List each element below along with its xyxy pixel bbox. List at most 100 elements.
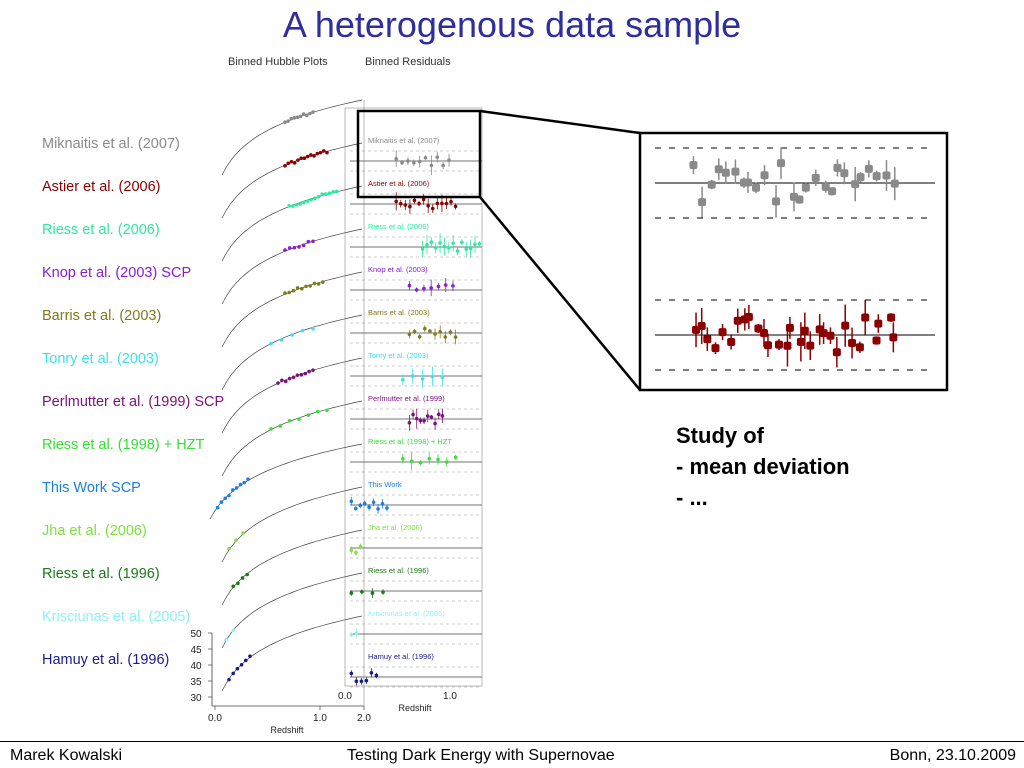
residual-data-point	[412, 160, 416, 165]
hubble-data-point	[292, 161, 297, 165]
zoom-data-point	[795, 195, 804, 204]
hubble-data-point	[283, 120, 287, 125]
hubble-data-point	[290, 333, 294, 337]
hubble-curve	[221, 572, 363, 649]
dataset-label: Tonry et al. (2003)	[42, 351, 159, 367]
residual-data-point	[430, 374, 435, 379]
residual-panel-label: Jha et al. (2006)	[368, 523, 423, 532]
residual-data-point	[420, 377, 425, 381]
residual-data-point	[394, 199, 399, 204]
hubble-y-tick-label: 35	[190, 677, 202, 688]
residual-data-point	[425, 242, 429, 247]
zoom-data-point	[707, 180, 716, 189]
footer-talk-title: Testing Dark Energy with Supernovae	[347, 747, 615, 764]
zoom-data-point	[826, 331, 835, 340]
hubble-data-point	[231, 488, 235, 492]
residual-data-point	[370, 591, 375, 595]
hubble-data-point	[302, 200, 306, 205]
residual-frame	[344, 107, 483, 687]
zoom-data-point	[889, 333, 898, 342]
zoom-connector-top	[479, 109, 641, 135]
dataset-label: Krisciunas et al. (2005)	[42, 609, 191, 625]
hubble-data-point	[269, 341, 273, 346]
footer-divider	[0, 741, 1024, 742]
hubble-data-point	[321, 149, 326, 153]
residual-data-point	[360, 590, 364, 594]
zoom-data-point	[841, 321, 850, 330]
hubble-data-point	[291, 288, 296, 293]
zoom-data-point	[848, 339, 857, 348]
hubble-curve	[221, 228, 363, 305]
zoom-data-point	[759, 328, 768, 337]
zoom-data-point	[698, 198, 707, 207]
hubble-data-point	[311, 239, 315, 244]
zoom-data-point	[872, 172, 881, 181]
hubble-data-point	[331, 190, 335, 194]
residual-data-point	[451, 284, 455, 288]
hubble-data-point	[278, 424, 283, 428]
residual-data-point	[426, 204, 430, 208]
hubble-data-point	[269, 427, 273, 431]
residual-panel-label: Riess et al. (1996)	[368, 566, 429, 575]
dataset-label: Miknaitis et al. (2007)	[42, 136, 180, 152]
residual-data-point	[362, 501, 367, 506]
hubble-data-point	[325, 408, 329, 413]
zoom-data-point	[856, 173, 865, 182]
residual-data-point	[358, 544, 363, 549]
dataset-label: Barris et al. (2003)	[42, 308, 162, 324]
zoom-data-point	[861, 313, 870, 322]
hubble-curve	[221, 529, 363, 606]
residual-data-point	[411, 412, 415, 417]
zoom-connector-bottom	[479, 196, 641, 391]
hubble-data-point	[300, 328, 305, 333]
residual-data-point	[418, 460, 423, 465]
residual-data-point	[381, 590, 385, 594]
hubble-data-point	[313, 196, 317, 200]
hubble-data-point	[238, 482, 243, 487]
zoom-data-point	[703, 335, 712, 344]
hubble-data-point	[325, 150, 329, 155]
residual-x-tick-label: 1.0	[443, 691, 457, 702]
residual-data-point	[398, 201, 403, 206]
residual-data-point	[435, 201, 440, 206]
hubble-data-point	[244, 658, 248, 663]
hubble-data-point	[307, 369, 311, 374]
zoom-data-point	[874, 319, 883, 328]
residual-data-point	[407, 332, 412, 337]
hubble-data-point	[240, 576, 245, 580]
residual-panel-label: Tonry et al. (2003)	[368, 351, 429, 360]
zoom-data-point	[689, 161, 698, 170]
residual-data-point	[394, 157, 399, 161]
hubble-data-point	[283, 379, 288, 384]
zoom-data-point	[783, 341, 792, 350]
hubble-y-tick-label: 45	[190, 645, 202, 656]
zoom-data-point	[772, 197, 781, 206]
residual-data-point	[422, 418, 426, 423]
hubble-data-point	[299, 373, 304, 377]
dataset-label: Astier et al. (2006)	[42, 179, 161, 195]
residual-data-point	[409, 459, 414, 463]
zoom-data-point	[731, 167, 740, 176]
hubble-curve	[221, 185, 363, 262]
hubble-curve	[209, 443, 363, 520]
dataset-label: Hamuy et al. (1996)	[42, 652, 170, 668]
hubble-data-point	[227, 493, 231, 498]
residual-panel-label: Riess et al. (1998) + HZT	[368, 437, 452, 446]
residual-data-point	[418, 418, 423, 423]
residual-data-point	[364, 678, 369, 683]
footer-author: Marek Kowalski	[10, 747, 123, 764]
residual-data-point	[477, 241, 482, 246]
residual-data-point	[354, 550, 358, 555]
residual-data-point	[460, 240, 464, 245]
residual-data-point	[423, 326, 427, 331]
residual-data-point	[429, 286, 433, 290]
residual-data-point	[358, 503, 363, 508]
residual-data-point	[407, 283, 412, 288]
hubble-data-point	[239, 662, 244, 667]
hubble-x-tick-label: 2.0	[357, 713, 371, 724]
residual-data-point	[428, 329, 432, 333]
highlight-box	[356, 109, 482, 199]
hubble-data-point	[289, 116, 294, 121]
residual-data-point	[430, 206, 435, 211]
residual-data-point	[464, 247, 469, 251]
